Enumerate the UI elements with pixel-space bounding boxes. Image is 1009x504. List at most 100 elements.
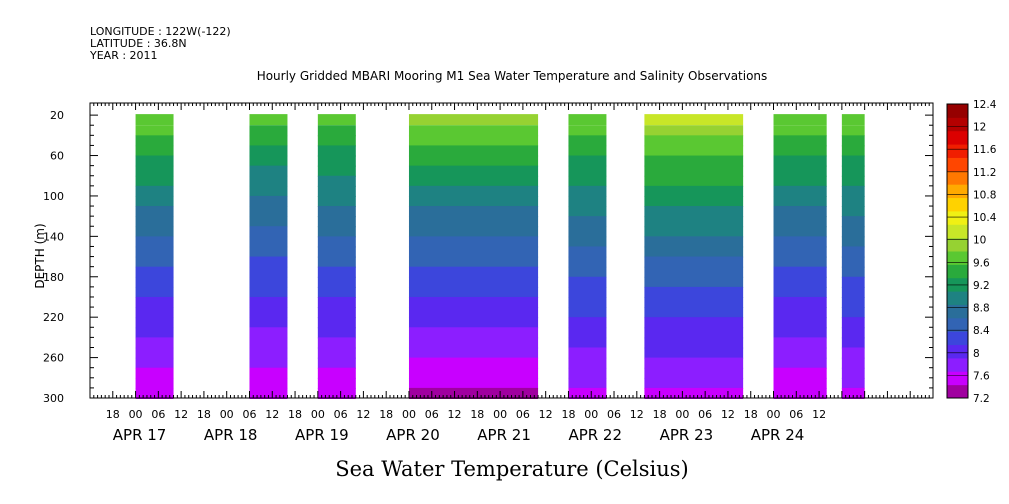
data-cell: [135, 307, 174, 319]
data-cell: [773, 216, 827, 228]
x-tick-label: 18: [106, 408, 120, 421]
data-cell: [317, 276, 356, 288]
data-cell: [317, 327, 356, 339]
colorbar-swatch: [947, 344, 968, 359]
y-axis-label: DEPTH (m): [33, 223, 47, 288]
latitude-label: LATITUDE : 36.8N: [90, 37, 187, 50]
data-cell: [408, 155, 539, 167]
data-cell: [568, 145, 607, 157]
data-cell: [568, 387, 607, 399]
data-cell: [408, 357, 539, 369]
data-cell: [568, 327, 607, 339]
data-cell: [135, 377, 174, 389]
data-cell: [135, 286, 174, 298]
data-cell: [644, 226, 744, 238]
x-date-label: APR 22: [568, 426, 622, 444]
data-cell: [408, 165, 539, 177]
x-tick-label: 12: [812, 408, 826, 421]
data-cell: [644, 135, 744, 147]
data-cell: [317, 307, 356, 319]
data-cell: [249, 327, 288, 339]
colorbar-swatch: [947, 224, 968, 239]
data-cell: [135, 125, 174, 137]
data-cell: [568, 216, 607, 228]
data-cell: [408, 175, 539, 187]
colorbar-label: 12: [973, 122, 986, 134]
colorbar-swatch: [947, 104, 968, 118]
data-cell: [408, 185, 539, 197]
data-cell: [249, 246, 288, 258]
y-tick-label: 100: [43, 190, 64, 203]
x-tick-label: 00: [584, 408, 598, 421]
data-cell: [249, 377, 288, 389]
x-tick-label: 18: [653, 408, 667, 421]
data-cell: [841, 246, 865, 258]
x-tick-label: 00: [402, 408, 416, 421]
data-cell: [568, 165, 607, 177]
colorbar-label: 8.8: [973, 303, 990, 315]
colorbar-label: 12.4: [973, 99, 997, 111]
colorbar-label: 8.4: [973, 325, 990, 337]
data-cell: [841, 317, 865, 329]
data-cell: [317, 387, 356, 399]
data-cell: [135, 216, 174, 228]
year-label: YEAR : 2011: [89, 49, 158, 62]
data-cell: [408, 114, 539, 126]
data-cell: [249, 135, 288, 147]
x-tick-label: 00: [493, 408, 507, 421]
colorbar-label: 11.2: [973, 167, 996, 179]
x-tick-label: 06: [698, 408, 712, 421]
data-cell: [135, 155, 174, 167]
data-cell: [644, 276, 744, 288]
data-cell: [841, 125, 865, 137]
data-cell: [135, 357, 174, 369]
y-tick-label: 140: [43, 230, 64, 243]
data-cell: [135, 135, 174, 147]
data-cell: [773, 114, 827, 126]
data-cell: [317, 226, 356, 238]
x-tick-label: 18: [288, 408, 302, 421]
data-cell: [568, 236, 607, 248]
data-cell: [317, 195, 356, 208]
data-cell: [773, 185, 827, 197]
data-cell: [317, 286, 356, 298]
data-cell: [841, 135, 865, 147]
data-cell: [568, 286, 607, 298]
x-date-label: APR 23: [660, 426, 714, 444]
data-cell: [135, 165, 174, 177]
data-cell: [135, 236, 174, 248]
colorbar-swatch: [947, 371, 968, 386]
data-cell: [408, 327, 539, 339]
data-cell: [841, 206, 865, 218]
data-cell: [408, 236, 539, 248]
x-tick-label: 06: [516, 408, 530, 421]
y-tick-label: 20: [50, 109, 64, 122]
data-cell: [249, 165, 288, 177]
y-tick-label: 180: [43, 271, 64, 284]
data-cell: [317, 246, 356, 258]
x-tick-label: 06: [334, 408, 348, 421]
data-cell: [568, 337, 607, 349]
data-cell: [408, 145, 539, 157]
x-date-label: APR 17: [113, 426, 167, 444]
data-cell: [568, 347, 607, 359]
data-cell: [773, 387, 827, 399]
data-cell: [841, 307, 865, 319]
data-cell: [135, 327, 174, 339]
data-cell: [644, 387, 744, 399]
data-block: [644, 114, 744, 399]
data-cell: [644, 114, 744, 126]
colorbar-swatch: [947, 331, 968, 346]
data-cell: [317, 185, 356, 197]
colorbar-swatch: [947, 197, 968, 212]
data-cell: [408, 195, 539, 208]
plot-area: 18 00 06 12 18 00 06 12 18 00 06 12 18 00 06 12 18 00 06 12…: [43, 102, 934, 444]
x-tick-label: 12: [174, 408, 188, 421]
data-cell: [568, 246, 607, 258]
data-cell: [841, 185, 865, 197]
data-cell: [773, 165, 827, 177]
colorbar-swatch: [947, 157, 968, 172]
data-cell: [317, 155, 356, 167]
data-cell: [249, 216, 288, 228]
data-cell: [135, 206, 174, 218]
